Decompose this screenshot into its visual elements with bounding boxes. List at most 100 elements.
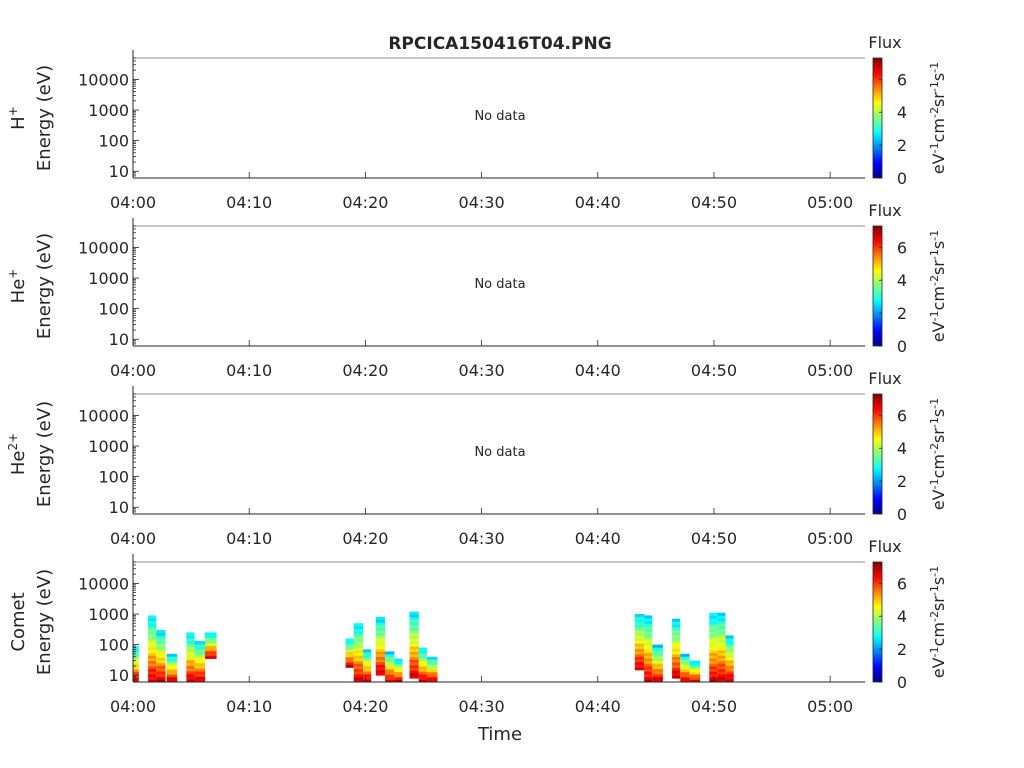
spectrogram-cell [725,657,734,661]
spectrogram-cell [194,649,206,653]
y-tick-label-100: 100 [98,468,129,487]
spectrogram-cell [409,619,419,623]
spectrogram-cell [186,668,195,672]
spectrogram-cell [409,670,419,674]
spectrogram-column-23 [709,612,718,683]
y-tick-label-1000: 1000 [88,605,129,624]
spectrogram-cell [156,632,166,636]
spectrogram-cell [186,640,195,644]
spectrogram-cell [156,671,166,675]
spectrogram-cell [689,660,701,664]
spectrogram-cell [634,632,645,636]
spectrogram-cell [672,624,681,628]
spectrogram-cell [672,672,681,676]
spectrogram-cell [717,660,726,664]
spectrogram-cell [717,626,726,630]
spectrogram-cell [717,631,726,635]
spectrogram-cell [709,639,718,643]
spectrogram-cell [652,649,663,653]
x-tick-label-0440: 04:40 [575,529,621,548]
spectrogram-cell [345,641,354,644]
x-tick-label-0450: 04:50 [691,529,737,548]
spectrogram-cell [166,658,178,662]
spectrogram-cell [672,659,681,663]
spectrogram-cell [375,624,386,628]
colorbar-tick-label-4: 4 [897,607,907,626]
spectrogram-cell [409,675,419,679]
spectrogram-cell [194,673,206,677]
x-tick-label-0450: 04:50 [691,193,737,212]
y-tick-label-100: 100 [98,300,129,319]
spectrogram-cell [427,659,438,663]
spectrogram-column-12 [385,651,395,683]
spectrogram-cell [133,679,139,683]
spectrogram-cell [418,674,427,678]
spectrogram-cell [385,653,395,657]
spectrogram-cell [385,666,395,670]
spectrogram-cell [156,668,166,672]
colorbar-2: 0 2 4 6 Flux eV-1cm-2sr-1s-1 [868,201,948,356]
spectrogram-cell [353,676,364,680]
spectrogram-cell [148,642,157,646]
spectrogram-cell [418,658,427,662]
spectrogram-cell [644,666,653,670]
x-tick-label-0440: 04:40 [575,361,621,380]
x-tick-label-0500: 05:00 [807,529,853,548]
spectrogram-cell [148,652,157,656]
spectrogram-cell [652,647,663,651]
spectrogram-cell [717,639,726,643]
spectrogram-cell [353,647,364,651]
spectrogram-cell [672,662,681,666]
panel-2: 10 100 1000 10000 04:00 04:10 04:20 04:30 04:40 0… [6,201,948,380]
spectrogram-cell [709,644,718,648]
spectrogram-cell [148,679,157,683]
spectrogram-cell [644,660,653,664]
spectrogram-cell [194,652,206,656]
spectrogram-cell [652,660,663,664]
spectrogram-cell [634,667,645,671]
spectrogram-cell [652,679,663,683]
spectrogram-cell [394,658,403,662]
spectrogram-cell [644,636,653,640]
spectrogram-cell [717,642,726,646]
spectrogram-cell [375,627,386,631]
spectrogram-cell [634,664,645,668]
spectrogram-cell [689,668,701,672]
spectrogram-cell [385,659,395,662]
spectrogram-column-5 [186,632,195,683]
spectrogram-cell [409,664,419,668]
colorbar-tick-label-6: 6 [897,70,907,89]
colorbar-tick-label-2: 2 [897,304,907,323]
spectrogram-cell [725,651,734,655]
spectrogram-cell [680,653,690,657]
spectrogram-cell [717,663,726,667]
spectrogram-cell [672,667,681,671]
spectrogram-cell [409,616,419,620]
spectrogram-cell [634,661,645,665]
spectrogram-cell [644,642,653,646]
spectrogram-column-11 [375,617,386,676]
spectrogram-cell [345,656,354,660]
spectrogram-cell [672,643,681,647]
spectrogram-cell [148,631,157,635]
colorbar-unit-label: eV-1cm-2sr-1s-1 [928,62,949,174]
spectrogram-cell [148,634,157,638]
spectrogram-cell [345,646,354,650]
spectrogram-cell [652,671,663,675]
colorbar-3: 0 2 4 6 Flux eV-1cm-2sr-1s-1 [868,369,948,524]
spectrogram-cell [205,632,217,636]
spectrogram-cell [644,634,653,638]
spectrogram-cell [672,621,681,625]
spectrogram-cell [680,674,690,678]
spectrogram-cell [375,669,386,673]
y-axis-units-label: Energy (eV) [34,401,55,507]
colorbar-tick-label-6: 6 [897,238,907,257]
spectrogram-cell [725,660,734,664]
colorbar-title: Flux [868,201,901,220]
x-tick-label-0500: 05:00 [807,697,853,716]
spectrogram-cell [427,666,438,670]
spectrogram-cell [133,674,139,678]
spectrogram-cell [345,654,354,658]
spectrogram-cell [363,649,372,653]
